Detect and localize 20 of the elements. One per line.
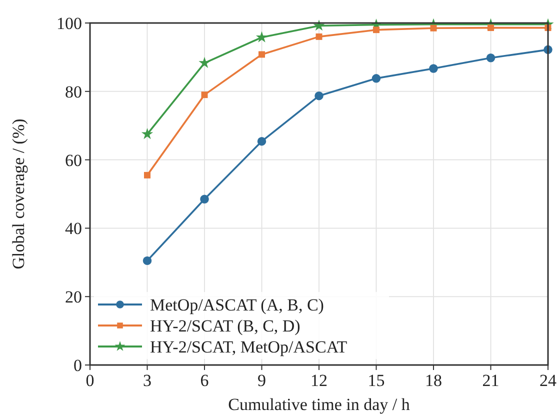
x-tick-label: 3 xyxy=(143,371,152,390)
x-tick-label: 18 xyxy=(425,371,442,390)
y-tick-label: 40 xyxy=(65,219,82,238)
x-tick-label: 21 xyxy=(482,371,500,390)
y-tick-label: 60 xyxy=(65,150,82,170)
y-tick-label: 100 xyxy=(56,14,82,33)
y-axis-title: Global coverage / (%) xyxy=(9,118,28,270)
legend-label: HY-2/SCAT (B, C, D) xyxy=(150,316,300,336)
x-tick-label: 15 xyxy=(368,371,385,390)
x-tick-label: 24 xyxy=(540,371,557,390)
y-tick-label: 80 xyxy=(65,82,82,102)
x-tick-label: 12 xyxy=(310,371,328,390)
x-tick-label: 6 xyxy=(200,371,209,390)
y-tick-label: 0 xyxy=(74,356,82,375)
legend-label: HY-2/SCAT, MetOp/ASCAT xyxy=(150,338,348,356)
x-tick-label: 0 xyxy=(86,371,94,390)
legend-label: MetOp/ASCAT (A, B, C) xyxy=(150,296,324,314)
x-axis-title: Cumulative time in day / h xyxy=(228,395,410,414)
x-tick-label: 9 xyxy=(258,371,266,390)
y-tick-label: 20 xyxy=(65,288,82,307)
